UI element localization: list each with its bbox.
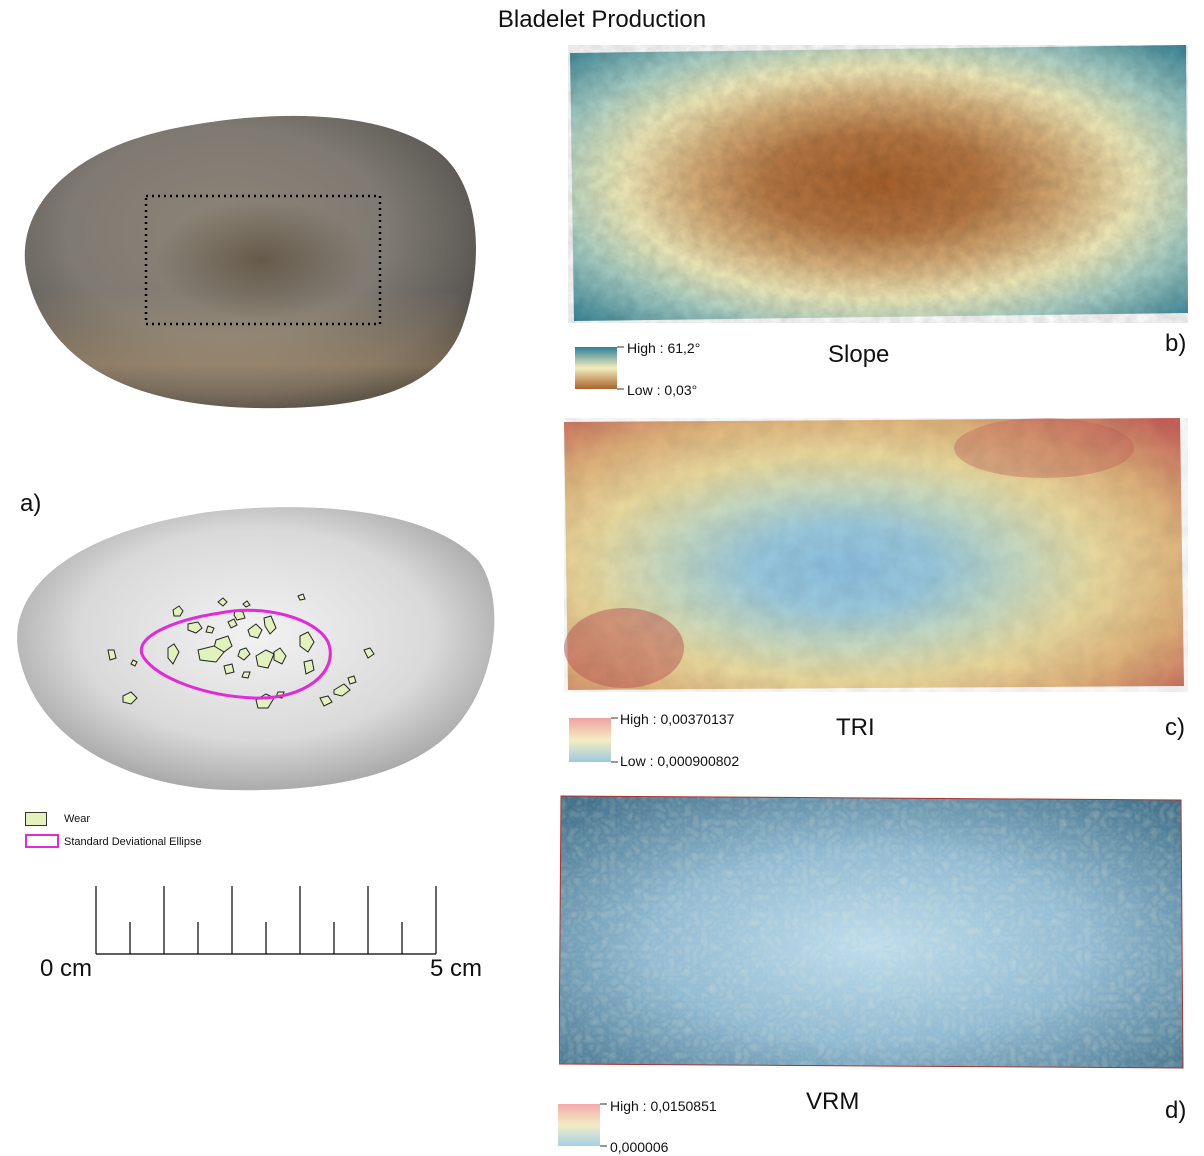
figure-title: Bladelet Production: [497, 6, 707, 33]
tri-legend-low: Low : 0,000900802: [620, 753, 740, 769]
tri-title: TRI: [836, 714, 875, 741]
standard-deviational-ellipse: [140, 608, 332, 700]
panel-a-letter: a): [20, 490, 42, 517]
ellipse-legend-swatch: [25, 834, 59, 848]
slope-title: Slope: [828, 341, 890, 368]
scale-end-label: 5 cm: [430, 955, 483, 982]
tri-legend-high: High : 0,00370137: [620, 711, 735, 727]
slope-map: [570, 45, 1188, 321]
detail-area-box: [144, 194, 382, 326]
wear-legend-swatch: [25, 812, 47, 826]
vrm-colorbar: [558, 1103, 607, 1147]
cobble-photo: [24, 115, 476, 409]
vrm-legend-low: 0,000006: [610, 1139, 669, 1155]
tri-colorbar: [569, 717, 618, 763]
slope-legend-high: High : 61,2°: [627, 340, 701, 356]
panel-b-letter: b): [1165, 330, 1187, 357]
scale-bar: [95, 886, 437, 955]
scale-start-label: 0 cm: [40, 955, 93, 982]
cobble-3d-model: [17, 507, 495, 791]
slope-legend-low: Low : 0,03°: [627, 382, 698, 398]
vrm-map: [559, 795, 1184, 1069]
panel-c-letter: c): [1165, 714, 1185, 741]
vrm-legend-high: High : 0,0150851: [610, 1098, 717, 1114]
ellipse-legend-label: Standard Deviational Ellipse: [64, 836, 202, 848]
slope-colorbar: [575, 346, 624, 390]
tri-map: [564, 418, 1184, 690]
vrm-title: VRM: [806, 1088, 860, 1115]
panel-d-letter: d): [1165, 1097, 1187, 1124]
wear-patches: [107, 593, 375, 709]
wear-legend-label: Wear: [64, 813, 91, 825]
